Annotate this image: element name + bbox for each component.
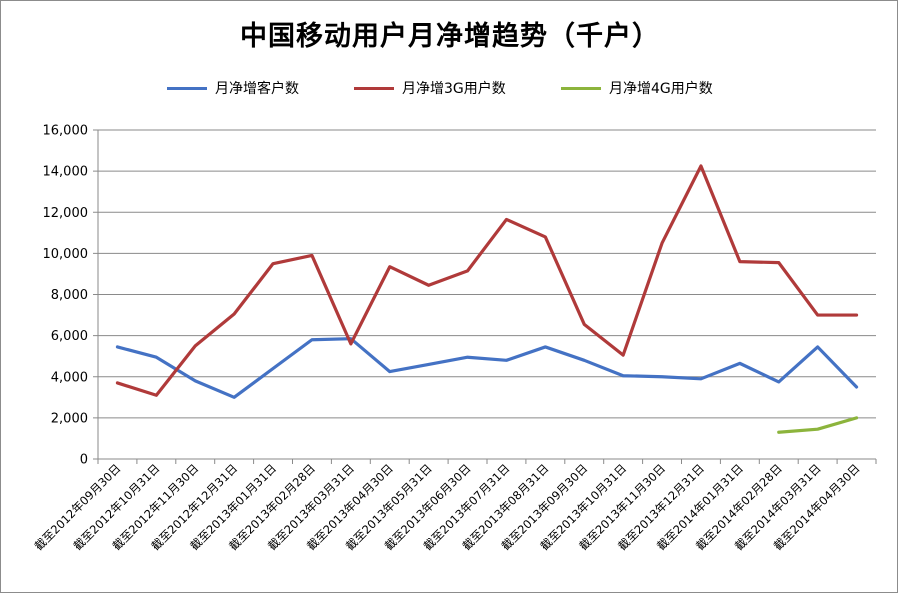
y-tick-label: 0 bbox=[80, 453, 88, 468]
y-tick-label: 12,000 bbox=[43, 206, 89, 221]
legend-swatch-series-1 bbox=[354, 86, 394, 90]
legend-item-series-2: 月净增4G用户数 bbox=[561, 78, 713, 98]
y-tick-label: 4,000 bbox=[51, 370, 88, 385]
legend-swatch-series-0 bbox=[167, 86, 207, 90]
y-tick-label: 2,000 bbox=[51, 411, 88, 426]
legend-label-series-2: 月净增4G用户数 bbox=[609, 81, 713, 97]
legend-label-series-0: 月净增客户数 bbox=[215, 81, 299, 97]
series-line-1 bbox=[115, 164, 859, 397]
legend-swatch-series-2 bbox=[561, 86, 601, 90]
y-tick-label: 14,000 bbox=[43, 165, 89, 180]
legend-label-series-1: 月净增3G用户数 bbox=[402, 81, 506, 97]
y-tick-label: 10,000 bbox=[43, 247, 89, 262]
legend-item-series-1: 月净增3G用户数 bbox=[354, 78, 506, 98]
series-line-2 bbox=[777, 416, 859, 434]
y-tick-label: 6,000 bbox=[51, 329, 88, 344]
chart-title: 中国移动用户月净增趋势（千户） bbox=[240, 21, 660, 52]
y-tick-label: 16,000 bbox=[43, 124, 89, 139]
legend-item-series-0: 月净增客户数 bbox=[167, 78, 299, 98]
chart-legend: 月净增客户数 月净增3G用户数 月净增4G用户数 bbox=[0, 78, 900, 98]
series-line-0 bbox=[115, 337, 859, 399]
y-tick-label: 8,000 bbox=[51, 288, 88, 303]
